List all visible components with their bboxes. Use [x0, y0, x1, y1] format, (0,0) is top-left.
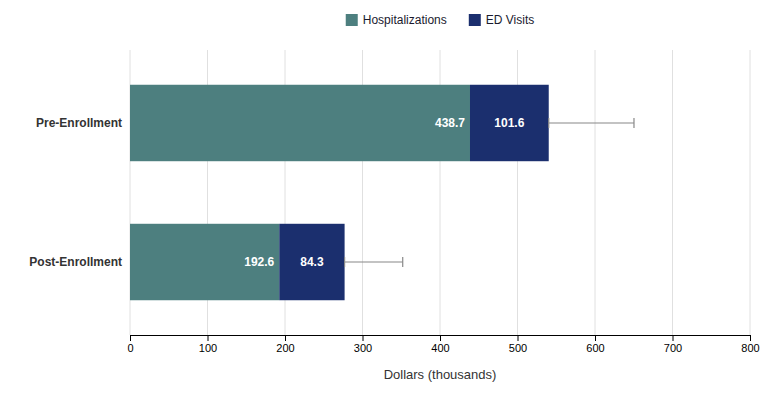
x-tick-mark	[750, 335, 751, 341]
x-tick-mark	[285, 335, 286, 341]
error-bar	[549, 118, 634, 128]
x-tick-label: 700	[664, 342, 682, 354]
legend-item: Hospitalizations	[346, 13, 447, 27]
grid-line	[672, 50, 673, 335]
x-tick: 200	[276, 335, 294, 354]
x-tick: 600	[586, 335, 604, 354]
legend-swatch	[469, 14, 481, 26]
x-tick-mark	[208, 335, 209, 341]
y-tick: Pre-Enrollment	[36, 116, 130, 130]
x-tick-label: 100	[199, 342, 217, 354]
data-label: 84.3	[300, 255, 324, 269]
y-tick: Post-Enrollment	[29, 255, 130, 269]
bar	[279, 224, 344, 300]
x-tick-mark	[518, 335, 519, 341]
x-axis-line	[131, 336, 751, 342]
chart: 0100200300400500600700800Pre-EnrollmentP…	[0, 0, 780, 393]
x-tick-label: 500	[509, 342, 527, 354]
x-tick-mark	[363, 335, 364, 341]
x-tick-label: 600	[586, 342, 604, 354]
x-tick-mark	[673, 335, 674, 341]
x-axis: 0 100 200 300 400 500 600 700 800	[127, 335, 759, 354]
x-tick-mark	[130, 335, 131, 341]
error-bar-cap	[548, 118, 549, 128]
x-tick-label: 800	[741, 342, 759, 354]
data-labels: 438.7 192.6 101.6 84.3	[244, 116, 524, 269]
y-axis: Pre-Enrollment Post-Enrollment	[29, 116, 130, 269]
error-bar-cap	[402, 257, 403, 267]
x-tick: 100	[199, 335, 217, 354]
marks	[130, 85, 634, 300]
bar	[130, 224, 279, 300]
bar	[130, 85, 470, 161]
grid	[130, 50, 750, 335]
data-label: 101.6	[494, 116, 524, 130]
x-axis-title: Dollars (thousands)	[384, 367, 497, 382]
x-tick: 800	[741, 335, 759, 354]
x-tick: 0	[127, 335, 133, 354]
bar	[470, 85, 549, 161]
x-tick-mark	[595, 335, 596, 341]
x-tick-label: 200	[276, 342, 294, 354]
x-tick: 300	[354, 335, 372, 354]
legend-label: Hospitalizations	[363, 13, 447, 27]
error-bar	[345, 257, 403, 267]
error-bar-line	[345, 261, 403, 262]
y-tick-label: Pre-Enrollment	[36, 116, 122, 130]
data-label: 192.6	[244, 255, 274, 269]
data-label: 438.7	[435, 116, 465, 130]
error-bar-cap	[633, 118, 634, 128]
plot: 0100200300400500600700800Pre-EnrollmentP…	[29, 50, 759, 354]
x-tick-label: 400	[431, 342, 449, 354]
x-tick-label: 0	[127, 342, 133, 354]
x-tick-mark	[440, 335, 441, 341]
error-bar-cap	[344, 257, 345, 267]
error-bar-line	[549, 122, 634, 123]
legend-item: ED Visits	[469, 13, 534, 27]
x-tick-label: 300	[354, 342, 372, 354]
legend: Hospitalizations ED Visits	[346, 13, 535, 27]
y-tick-label: Post-Enrollment	[29, 255, 122, 269]
legend-swatch	[346, 14, 358, 26]
grid-line	[750, 50, 751, 335]
grid-line	[595, 50, 596, 335]
legend-label: ED Visits	[486, 13, 534, 27]
x-tick: 500	[509, 335, 527, 354]
x-tick: 400	[431, 335, 449, 354]
x-tick: 700	[664, 335, 682, 354]
